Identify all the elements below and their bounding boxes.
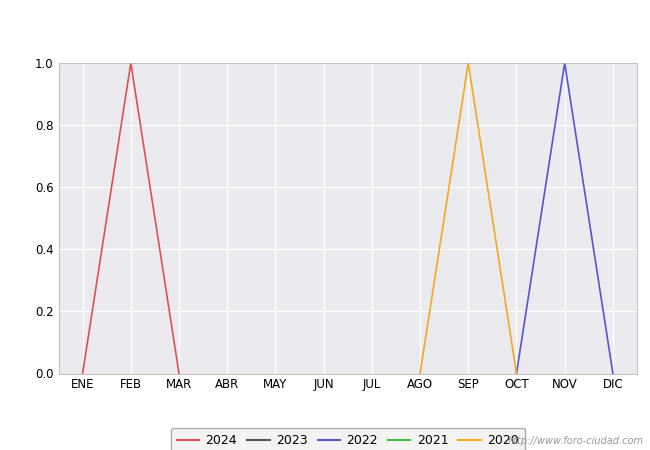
Text: http://www.foro-ciudad.com: http://www.foro-ciudad.com bbox=[508, 436, 644, 446]
Legend: 2024, 2023, 2022, 2021, 2020: 2024, 2023, 2022, 2021, 2020 bbox=[170, 428, 525, 450]
Text: Matriculaciones de Vehiculos en Hontangas: Matriculaciones de Vehiculos en Hontanga… bbox=[129, 11, 521, 29]
